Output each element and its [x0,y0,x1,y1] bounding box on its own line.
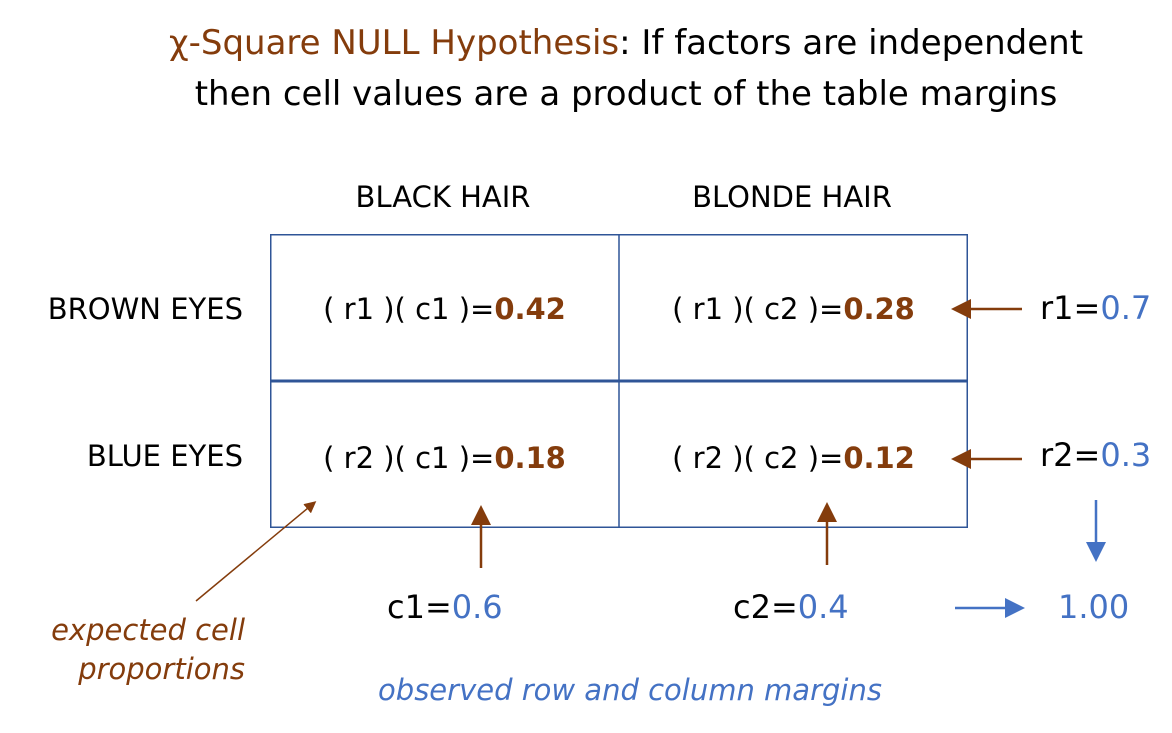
margin-value: 0.3 [1100,436,1152,474]
grand-total: 1.00 [1058,588,1130,626]
margin-label: c2= [733,588,798,626]
title-highlight: χ-Square NULL Hypothesis [168,23,620,63]
title-rest: : If factors are independent [619,23,1084,63]
row-header-blue-eyes: BLUE EYES [86,439,243,473]
margin-value: 0.7 [1100,289,1152,327]
title-line-1: χ-Square NULL Hypothesis: If factors are… [0,18,1172,69]
margin-value: 0.4 [797,588,849,626]
margin-label: r2= [1040,436,1101,474]
cell-blue-blonde: ( r2 )( c2 )=0.12 [619,441,968,475]
cell-formula: ( r2 )( c1 )= [323,441,495,475]
page-title: χ-Square NULL Hypothesis: If factors are… [0,18,1172,120]
cell-value: 0.42 [494,292,566,326]
cell-brown-blonde: ( r1 )( c2 )=0.28 [619,292,968,326]
row-header-brown-eyes: BROWN EYES [47,292,243,326]
contingency-table-grid [270,234,968,528]
observed-margins-note: observed row and column margins [378,673,882,707]
cell-formula: ( r1 )( c2 )= [672,292,844,326]
margin-label: r1= [1040,289,1101,327]
cell-brown-black: ( r1 )( c1 )=0.42 [270,292,619,326]
row-margin-r2: r2=0.3 [1040,436,1151,474]
cell-formula: ( r2 )( c2 )= [672,441,844,475]
row-margin-r1: r1=0.7 [1040,289,1151,327]
col-margin-c2: c2=0.4 [733,588,849,626]
cell-value: 0.12 [843,441,915,475]
cell-value: 0.18 [494,441,566,475]
column-header-blonde-hair: BLONDE HAIR [692,180,892,214]
note-line-1: expected cell [51,613,245,647]
margin-value: 0.6 [451,588,503,626]
column-header-black-hair: BLACK HAIR [355,180,531,214]
arrow-expected-pointer [195,501,317,602]
title-line-2: then cell values are a product of the ta… [194,74,1058,114]
col-margin-c1: c1=0.6 [387,588,503,626]
cell-value: 0.28 [843,292,915,326]
cell-blue-black: ( r2 )( c1 )=0.18 [270,441,619,475]
margin-label: c1= [387,588,452,626]
expected-cell-proportions-note: expected cell proportions [0,611,245,689]
note-line-2: proportions [78,652,245,686]
cell-formula: ( r1 )( c1 )= [323,292,495,326]
